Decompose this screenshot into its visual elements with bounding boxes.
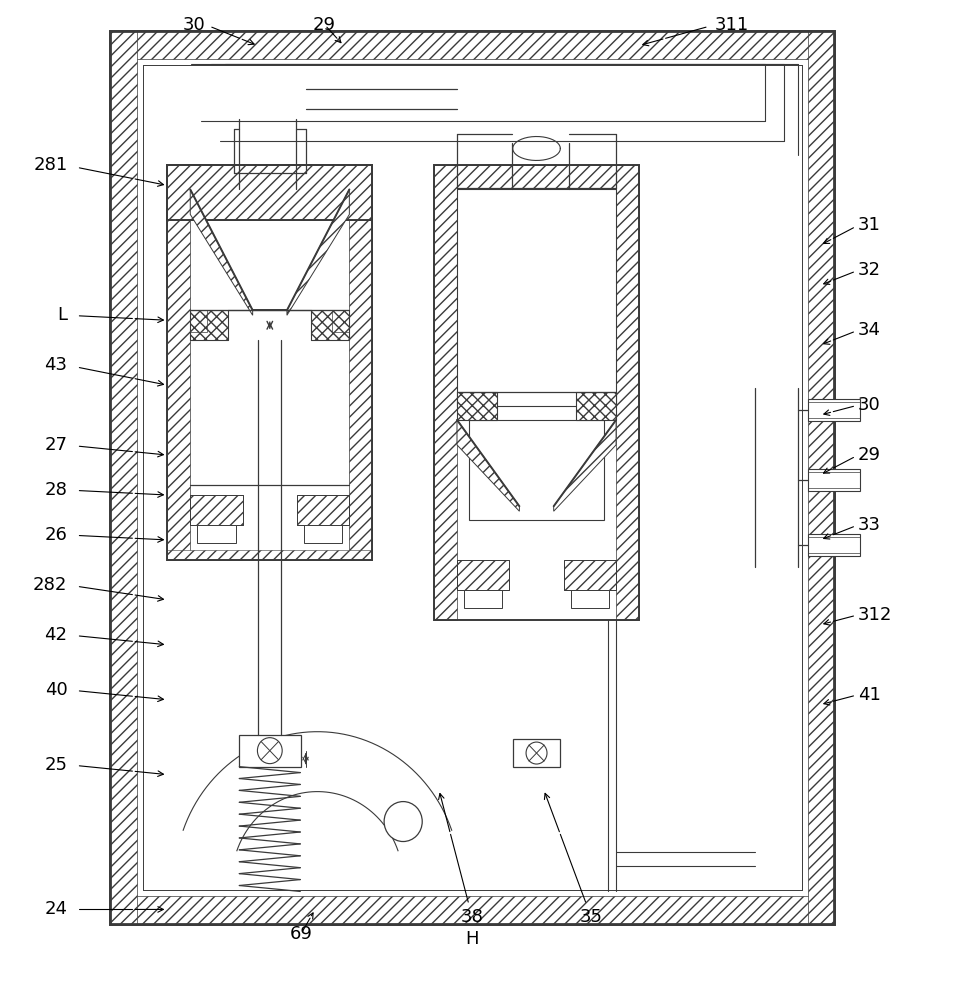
Bar [167, 165, 372, 220]
Bar [238, 735, 300, 767]
Text: 69: 69 [289, 925, 312, 943]
Bar [456, 560, 509, 590]
Text: 29: 29 [313, 16, 335, 34]
Text: 282: 282 [33, 576, 68, 594]
Bar [167, 165, 372, 189]
Text: 311: 311 [715, 16, 749, 34]
Polygon shape [190, 189, 253, 315]
Bar [197, 525, 235, 543]
Text: 31: 31 [857, 216, 880, 234]
Bar [190, 495, 242, 525]
Bar [464, 590, 501, 608]
Polygon shape [553, 420, 616, 511]
Text: 281: 281 [33, 156, 68, 174]
Bar [349, 165, 372, 560]
Text: 42: 42 [45, 626, 68, 644]
Text: 40: 40 [45, 681, 68, 699]
Text: 30: 30 [857, 396, 880, 414]
Bar [570, 590, 608, 608]
Bar [434, 165, 639, 620]
Bar [190, 495, 242, 525]
Bar [806, 31, 833, 924]
Bar [167, 550, 372, 560]
Bar [616, 165, 639, 620]
Bar [469, 420, 603, 520]
Text: 41: 41 [857, 686, 880, 704]
Bar [332, 310, 349, 332]
Circle shape [525, 742, 546, 764]
Text: 38: 38 [460, 908, 483, 926]
Text: 26: 26 [45, 526, 68, 544]
Bar [563, 560, 616, 590]
Bar [456, 189, 616, 406]
Bar [576, 392, 616, 420]
Text: 27: 27 [45, 436, 68, 454]
Bar [806, 469, 859, 491]
Text: 32: 32 [857, 261, 881, 279]
Text: 30: 30 [183, 16, 205, 34]
Bar [190, 310, 228, 340]
Bar [167, 165, 372, 220]
Bar [111, 31, 833, 924]
Text: 29: 29 [857, 446, 881, 464]
Bar [576, 392, 616, 420]
Text: 34: 34 [857, 321, 881, 339]
Bar [806, 534, 859, 556]
Text: 28: 28 [45, 481, 68, 499]
Bar [806, 399, 859, 421]
Bar [111, 31, 833, 924]
Bar [167, 165, 372, 560]
Text: 33: 33 [857, 516, 881, 534]
Text: 312: 312 [857, 606, 891, 624]
Bar [190, 310, 228, 340]
Bar [296, 495, 349, 525]
Bar [513, 739, 559, 767]
Bar [111, 896, 833, 924]
Bar [167, 165, 190, 560]
Bar [434, 165, 639, 189]
Bar [111, 31, 833, 59]
Polygon shape [456, 420, 518, 511]
Bar [456, 560, 509, 590]
Bar [311, 310, 349, 340]
Text: 35: 35 [579, 908, 602, 926]
Bar [296, 495, 349, 525]
Bar [456, 392, 497, 420]
Bar [311, 310, 349, 340]
Circle shape [257, 738, 282, 764]
Bar [304, 525, 342, 543]
Polygon shape [287, 189, 349, 315]
Text: 24: 24 [45, 900, 68, 918]
Text: H: H [465, 930, 478, 948]
Text: 25: 25 [45, 756, 68, 774]
Bar [111, 31, 137, 924]
Bar [563, 560, 616, 590]
Bar [456, 392, 497, 420]
Text: L: L [57, 306, 68, 324]
Text: 43: 43 [45, 356, 68, 374]
Bar [190, 310, 207, 332]
Bar [434, 165, 456, 620]
Circle shape [384, 802, 422, 842]
